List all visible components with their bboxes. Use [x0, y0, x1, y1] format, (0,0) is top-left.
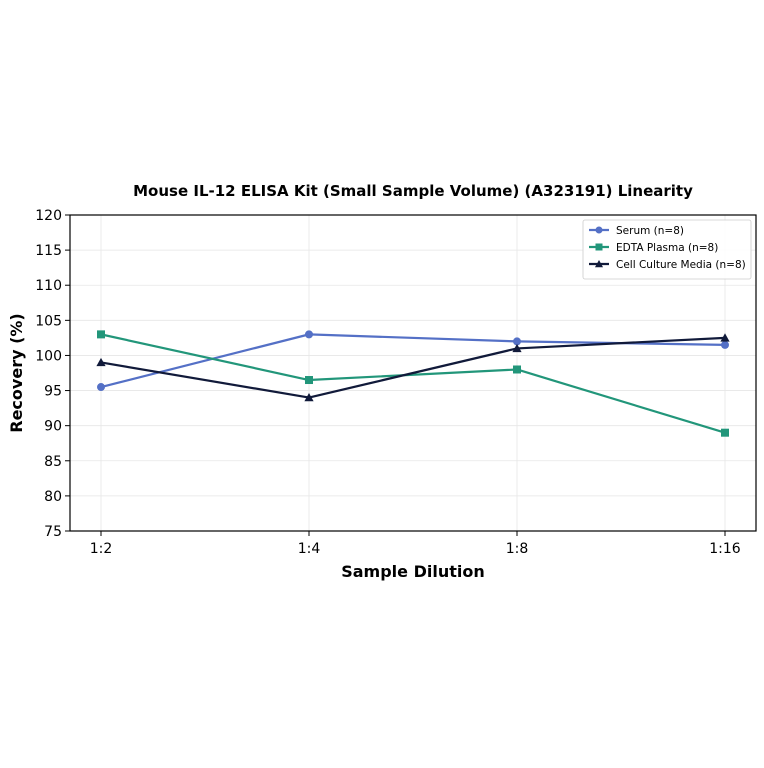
x-tick-label: 1:16	[709, 541, 741, 557]
data-point-square	[721, 428, 729, 437]
data-point-triangle	[512, 343, 522, 353]
series-group	[97, 330, 729, 437]
y-tick-label: 115	[35, 243, 62, 259]
legend: Serum (n=8) EDTA Plasma (n=8) Cell Culture…	[582, 219, 752, 280]
series-line	[100, 336, 726, 399]
legend-entry: EDTA Plasma (n=8)	[589, 242, 718, 254]
y-tick-label: 120	[35, 208, 62, 224]
y-tick-label: 85	[44, 454, 62, 470]
y-tick-label: 75	[44, 524, 62, 540]
legend-entry: Cell Culture Media (n=8)	[589, 259, 746, 271]
y-tick-label: 100	[35, 348, 62, 364]
chart-title: Mouse IL-12 ELISA Kit (Small Sample Volu…	[133, 182, 693, 200]
data-point-circle	[721, 340, 729, 349]
series-group	[97, 330, 729, 392]
plot-area-frame	[69, 214, 757, 532]
x-tick-label: 1:2	[90, 541, 113, 557]
legend-label: Serum (n=8)	[616, 225, 684, 237]
series-layer	[96, 330, 730, 437]
y-tick-label: 110	[35, 278, 62, 294]
data-point-square	[595, 243, 603, 251]
data-point-circle	[513, 337, 521, 346]
y-axis-label: Recovery (%)	[7, 313, 26, 432]
legend-label: EDTA Plasma (n=8)	[616, 242, 718, 254]
y-tick-label: 95	[44, 384, 62, 400]
data-point-triangle	[304, 392, 314, 402]
data-point-triangle	[594, 259, 604, 268]
y-tick-label: 80	[44, 489, 62, 505]
legend-box	[582, 219, 752, 280]
data-point-square	[97, 330, 105, 339]
axis-layer: 75 80 85 90 95 100 105 110 115 120 1:2 1:4 1:8 1:16	[35, 208, 741, 557]
y-tick-label: 90	[44, 419, 62, 435]
data-point-circle	[305, 330, 313, 339]
legend-label: Cell Culture Media (n=8)	[616, 259, 746, 271]
y-tick-label: 105	[35, 313, 62, 329]
x-tick-label: 1:8	[506, 541, 529, 557]
x-tick-label: 1:4	[298, 541, 321, 557]
data-point-circle	[97, 383, 105, 392]
data-point-square	[513, 365, 521, 374]
series-line	[100, 333, 726, 434]
series-group	[96, 333, 730, 402]
x-axis-label: Sample Dilution	[341, 562, 485, 581]
legend-entry: Serum (n=8)	[589, 225, 684, 237]
data-point-square	[305, 376, 313, 385]
data-point-triangle	[720, 333, 730, 342]
data-point-circle	[595, 226, 603, 234]
data-point-triangle	[96, 357, 106, 367]
